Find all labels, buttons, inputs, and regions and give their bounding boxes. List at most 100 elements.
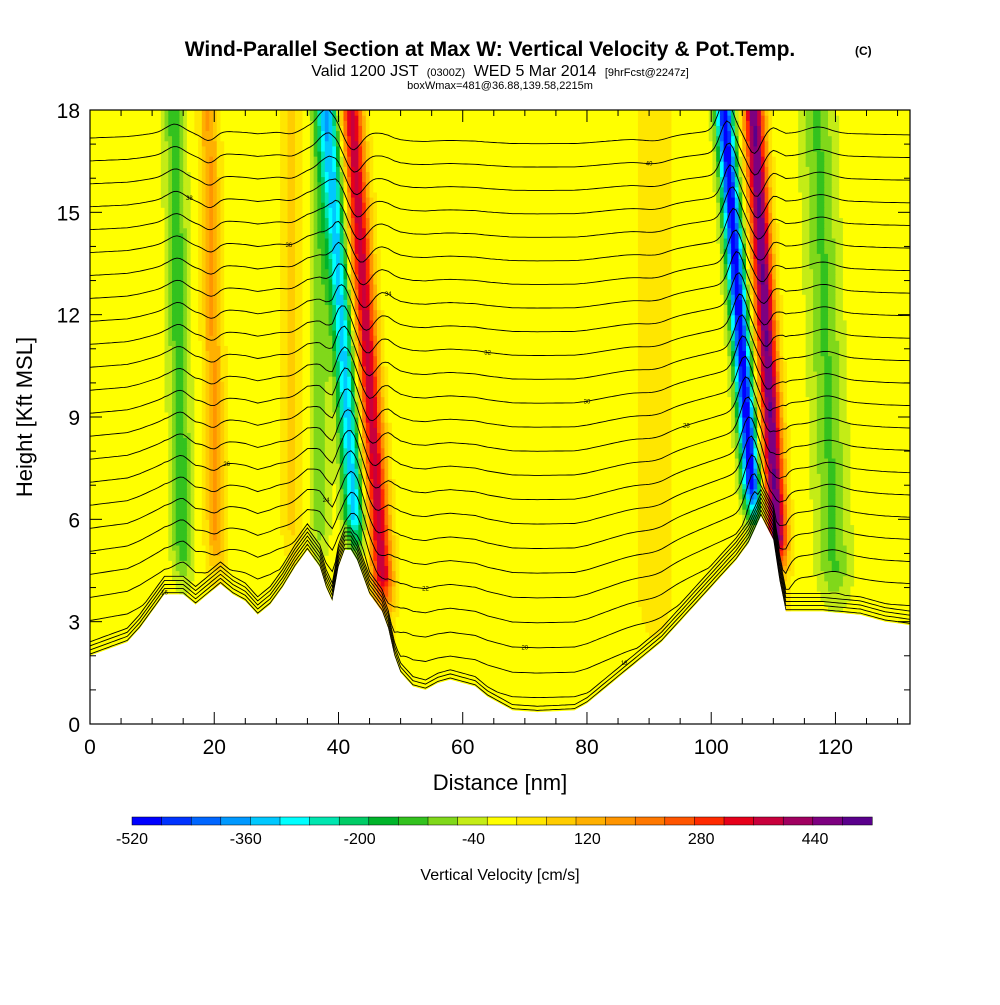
- velocity-cell: [604, 550, 609, 556]
- velocity-cell: [604, 534, 609, 541]
- velocity-cell: [172, 534, 177, 541]
- velocity-cell: [261, 544, 266, 551]
- velocity-cell: [831, 601, 837, 607]
- velocity-cell: [705, 555, 710, 561]
- velocity-cell: [559, 585, 564, 592]
- velocity-cell: [131, 601, 136, 607]
- velocity-cell: [313, 534, 318, 541]
- velocity-cell: [425, 606, 430, 613]
- velocity-cell: [682, 601, 687, 607]
- velocity-cell: [268, 596, 274, 602]
- velocity-cell: [451, 672, 456, 679]
- velocity-cell: [813, 580, 818, 587]
- velocity-cell: [828, 596, 833, 602]
- velocity-cell: [898, 616, 904, 623]
- velocity-cell: [108, 611, 113, 618]
- velocity-cell: [261, 560, 266, 566]
- velocity-cell: [596, 688, 602, 694]
- velocity-cell: [839, 555, 844, 561]
- velocity-cell: [608, 575, 613, 582]
- velocity-cell: [205, 514, 210, 520]
- velocity-cell: [593, 611, 598, 618]
- velocity-cell: [220, 539, 225, 546]
- velocity-cell: [820, 555, 825, 561]
- velocity-cell: [466, 565, 471, 572]
- velocity-cell: [451, 626, 456, 633]
- velocity-cell: [235, 590, 240, 597]
- velocity-cell: [462, 519, 468, 526]
- velocity-cell: [336, 519, 341, 526]
- velocity-cell: [123, 575, 128, 582]
- velocity-cell: [645, 575, 650, 582]
- velocity-cell: [734, 524, 740, 531]
- velocity-cell: [869, 565, 874, 572]
- velocity-cell: [388, 575, 393, 582]
- velocity-cell: [231, 519, 236, 526]
- velocity-cell: [418, 683, 423, 689]
- velocity-cell: [90, 529, 95, 536]
- velocity-cell: [559, 560, 564, 566]
- velocity-cell: [440, 652, 445, 659]
- velocity-cell: [425, 575, 430, 582]
- velocity-cell: [533, 688, 538, 694]
- velocity-cell: [555, 534, 561, 541]
- velocity-cell: [101, 647, 106, 653]
- velocity-cell: [272, 529, 277, 536]
- velocity-cell: [418, 539, 423, 546]
- velocity-cell: [608, 580, 613, 587]
- velocity-cell: [97, 565, 102, 572]
- velocity-cell: [406, 667, 412, 674]
- velocity-cell: [664, 534, 669, 541]
- velocity-cell: [615, 575, 620, 582]
- velocity-cell: [902, 539, 907, 546]
- velocity-cell: [544, 672, 550, 679]
- velocity-cell: [365, 560, 371, 566]
- velocity-cell: [820, 596, 825, 602]
- velocity-cell: [418, 596, 423, 602]
- velocity-cell: [611, 652, 617, 659]
- velocity-cell: [377, 575, 382, 582]
- velocity-cell: [567, 703, 572, 710]
- velocity-cell: [641, 560, 646, 566]
- velocity-cell: [559, 688, 564, 694]
- velocity-cell: [801, 519, 807, 526]
- velocity-cell: [533, 657, 538, 664]
- velocity-cell: [660, 575, 665, 582]
- velocity-cell: [198, 534, 203, 541]
- velocity-cell: [723, 524, 728, 531]
- velocity-cell: [511, 677, 516, 684]
- velocity-cell: [119, 621, 125, 628]
- velocity-cell: [522, 524, 527, 531]
- velocity-cell: [268, 529, 274, 536]
- velocity-cell: [429, 550, 434, 556]
- velocity-cell: [261, 555, 266, 561]
- velocity-cell: [846, 575, 851, 582]
- velocity-cell: [593, 565, 598, 572]
- velocity-cell: [608, 652, 613, 659]
- velocity-cell: [447, 565, 453, 572]
- velocity-cell: [90, 590, 95, 597]
- velocity-cell: [149, 544, 154, 551]
- velocity-cell: [440, 519, 445, 526]
- velocity-cell: [481, 631, 486, 638]
- velocity-cell: [317, 534, 322, 541]
- velocity-cell: [623, 657, 628, 664]
- velocity-cell: [768, 524, 773, 531]
- velocity-cell: [459, 637, 464, 643]
- velocity-cell: [626, 626, 632, 633]
- velocity-cell: [537, 672, 542, 679]
- velocity-cell: [615, 667, 620, 674]
- velocity-cell: [596, 580, 602, 587]
- velocity-cell: [604, 616, 609, 623]
- velocity-cell: [727, 539, 732, 546]
- velocity-cell: [623, 565, 628, 572]
- velocity-cell: [630, 585, 635, 592]
- velocity-cell: [470, 580, 475, 587]
- velocity-cell: [466, 529, 471, 536]
- velocity-cell: [421, 647, 427, 653]
- velocity-cell: [660, 616, 665, 623]
- velocity-cell: [246, 601, 251, 607]
- velocity-cell: [682, 590, 687, 597]
- velocity-cell: [567, 519, 572, 526]
- velocity-cell: [522, 585, 527, 592]
